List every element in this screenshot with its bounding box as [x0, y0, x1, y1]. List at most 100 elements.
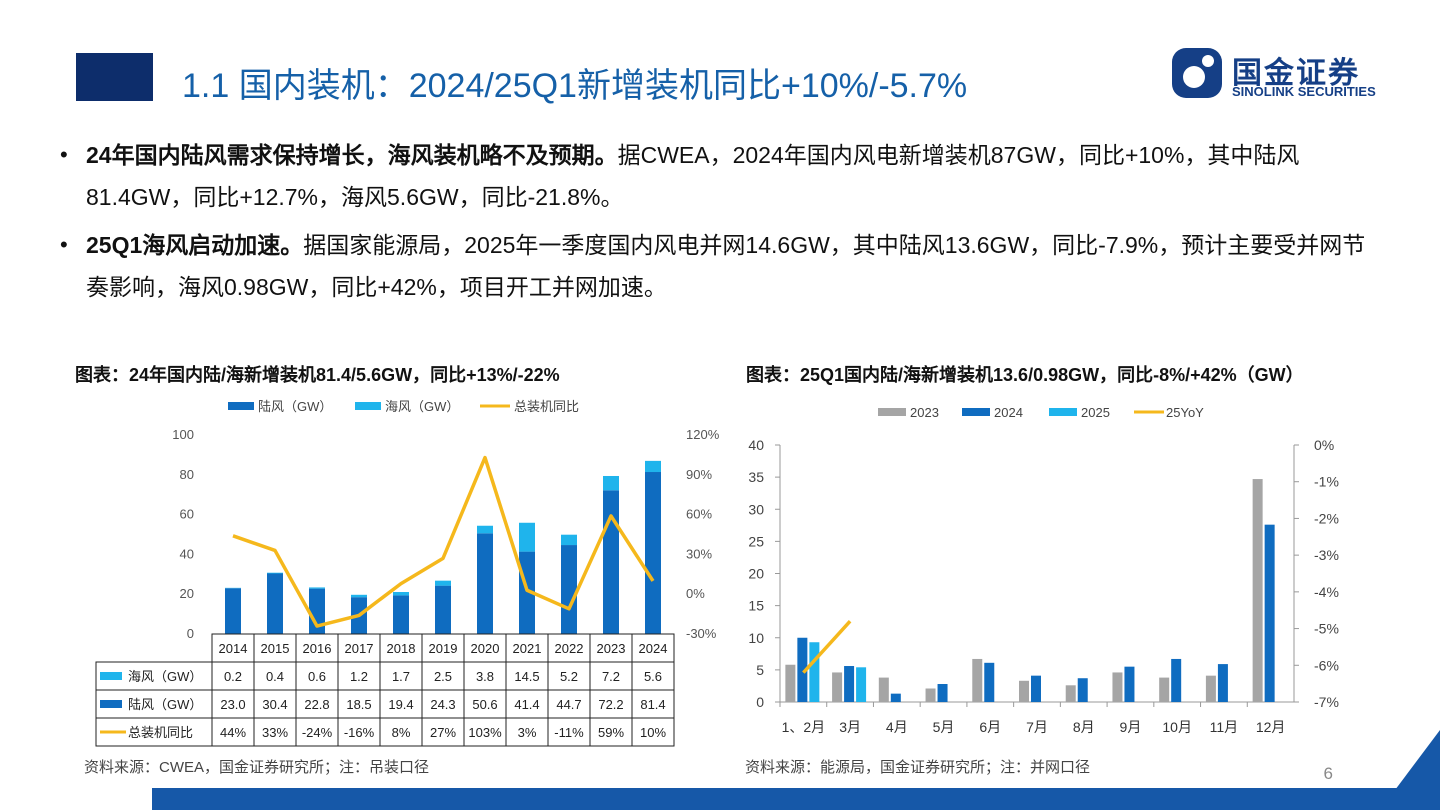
- right-chart-source: 资料来源：能源局，国金证券研究所；注：并网口径: [745, 759, 1091, 776]
- y-tick-label: 60: [180, 507, 194, 522]
- x-tick-label: 5月: [933, 719, 955, 735]
- bar-offshore: [351, 594, 367, 598]
- bar-2025: [809, 642, 820, 702]
- table-cell: 23.0: [220, 697, 245, 712]
- y2-tick-label: 0%: [686, 586, 705, 601]
- table-cell: 18.5: [346, 697, 371, 712]
- legend-swatch: [1049, 408, 1077, 416]
- legend-label: 总装机同比: [514, 399, 579, 414]
- bar-offshore: [267, 572, 283, 574]
- bar-2024: [1124, 666, 1135, 702]
- table-cell: 44.7: [556, 697, 581, 712]
- bar-offshore: [435, 580, 451, 586]
- table-cell: 1.2: [350, 669, 368, 684]
- x-tick-label: 2021: [513, 641, 542, 656]
- table-cell: 14.5: [514, 669, 539, 684]
- y2-tick-label: -7%: [1314, 694, 1339, 710]
- bar-2024: [1264, 524, 1275, 702]
- x-tick-label: 2014: [219, 641, 248, 656]
- table-cell: 5.2: [560, 669, 578, 684]
- bar-2023: [1065, 685, 1076, 702]
- table-cell: 41.4: [514, 697, 539, 712]
- bar-onshore: [477, 533, 493, 634]
- y2-tick-label: -2%: [1314, 510, 1339, 526]
- company-logo: 国金证券 SINOLINK SECURITIES: [1170, 46, 1420, 106]
- legend-swatch: [355, 402, 381, 410]
- data-table: 2014 2015 2016 2017 2018 2019 2020 2021 2022 2023…: [95, 633, 675, 747]
- bar-onshore: [393, 595, 409, 634]
- y-tick-label: 5: [756, 662, 764, 678]
- legend-label: 25YoY: [1166, 405, 1204, 420]
- bar-2024: [1077, 678, 1088, 702]
- y2-tick-label: -6%: [1314, 657, 1339, 673]
- logo-mark-icon: [1172, 48, 1222, 98]
- left-chart: 陆风（GW） 海风（GW） 总装机同比 0 20 40 60 80 100 -30% 0% 30% 60…: [95, 399, 720, 747]
- bar-2024: [937, 684, 948, 702]
- bar-offshore: [645, 460, 661, 473]
- y2-tick-label: 30%: [686, 546, 712, 561]
- x-tick-label: 7月: [1026, 719, 1048, 735]
- legend-label: 海风（GW）: [385, 399, 459, 414]
- footer-bar: [152, 788, 1440, 810]
- table-row-label: 总装机同比: [128, 725, 193, 740]
- bar-2024: [1217, 664, 1228, 702]
- legend-label: 2023: [910, 405, 939, 420]
- y-tick-label: 40: [180, 546, 194, 561]
- yoy-line: [802, 620, 852, 674]
- y2-tick-label: -5%: [1314, 621, 1339, 637]
- table-cell: 44%: [220, 725, 246, 740]
- table-cell: 27%: [430, 725, 456, 740]
- table-cell: 1.7: [392, 669, 410, 684]
- x-tick-label: 4月: [886, 719, 908, 735]
- legend-swatch: [962, 408, 990, 416]
- y-tick-label: 30: [748, 501, 764, 517]
- y-tick-label: 0: [187, 626, 194, 641]
- bar-offshore: [393, 592, 409, 596]
- table-cell: 72.2: [598, 697, 623, 712]
- logo-chinese-name: 国金证券: [1232, 57, 1360, 90]
- bar-2023: [785, 664, 796, 702]
- y2-tick-label: 0%: [1314, 437, 1334, 453]
- y2-tick-label: 90%: [686, 467, 712, 482]
- y-tick-label: 80: [180, 467, 194, 482]
- x-tick-label: 10月: [1162, 719, 1192, 735]
- bar-offshore: [561, 534, 577, 546]
- footer-wedge: [1380, 730, 1440, 810]
- right-chart: 2023 2024 2025 25YoY0510152025303540-7%-6%-…: [748, 405, 1339, 735]
- bullet-text: 据国家能源局，2025年一季度国内风电并网14.6GW，其中陆风13.6GW，同…: [86, 232, 1366, 300]
- bar-2024: [797, 637, 808, 702]
- bar-2024: [890, 693, 901, 702]
- table-cell: 2.5: [434, 669, 452, 684]
- bar-2024: [1031, 675, 1041, 702]
- bar-offshore: [519, 522, 535, 552]
- bar-2023: [1205, 675, 1216, 702]
- legend-label: 陆风（GW）: [258, 399, 332, 414]
- y2-tick-label: 60%: [686, 507, 712, 522]
- x-tick-label: 6月: [979, 719, 1001, 735]
- yoy-line: [232, 455, 655, 628]
- bar-onshore: [603, 490, 619, 634]
- table-cell: 103%: [468, 725, 502, 740]
- bar-offshore: [603, 475, 619, 491]
- bar-2024: [844, 666, 855, 702]
- table-cell: 8%: [392, 725, 411, 740]
- bar-onshore: [561, 545, 577, 634]
- bar-offshore: [477, 525, 493, 534]
- y2-tick-label: -3%: [1314, 547, 1339, 563]
- table-legend-swatch: [100, 672, 122, 680]
- bar-2023: [1159, 677, 1170, 702]
- bullet-text: 据CWEA，2024年国内风电新增装机87GW，同比+10%，其中陆风81.4G…: [86, 142, 1300, 210]
- table-cell: 0.6: [308, 669, 326, 684]
- y-tick-label: 100: [172, 427, 194, 442]
- table-cell: 30.4: [262, 697, 287, 712]
- left-chart-source: 资料来源：CWEA，国金证券研究所；注：吊装口径: [84, 759, 430, 776]
- legend-label: 2025: [1081, 405, 1110, 420]
- y2-tick-label: 120%: [686, 427, 720, 442]
- x-tick-label: 8月: [1073, 719, 1095, 735]
- title-accent-block: [76, 53, 153, 101]
- table-cell: 3%: [518, 725, 537, 740]
- x-tick-label: 2018: [387, 641, 416, 656]
- bar-2023: [1252, 479, 1263, 702]
- bar-2023: [925, 688, 936, 702]
- page-number: 6: [1323, 764, 1333, 783]
